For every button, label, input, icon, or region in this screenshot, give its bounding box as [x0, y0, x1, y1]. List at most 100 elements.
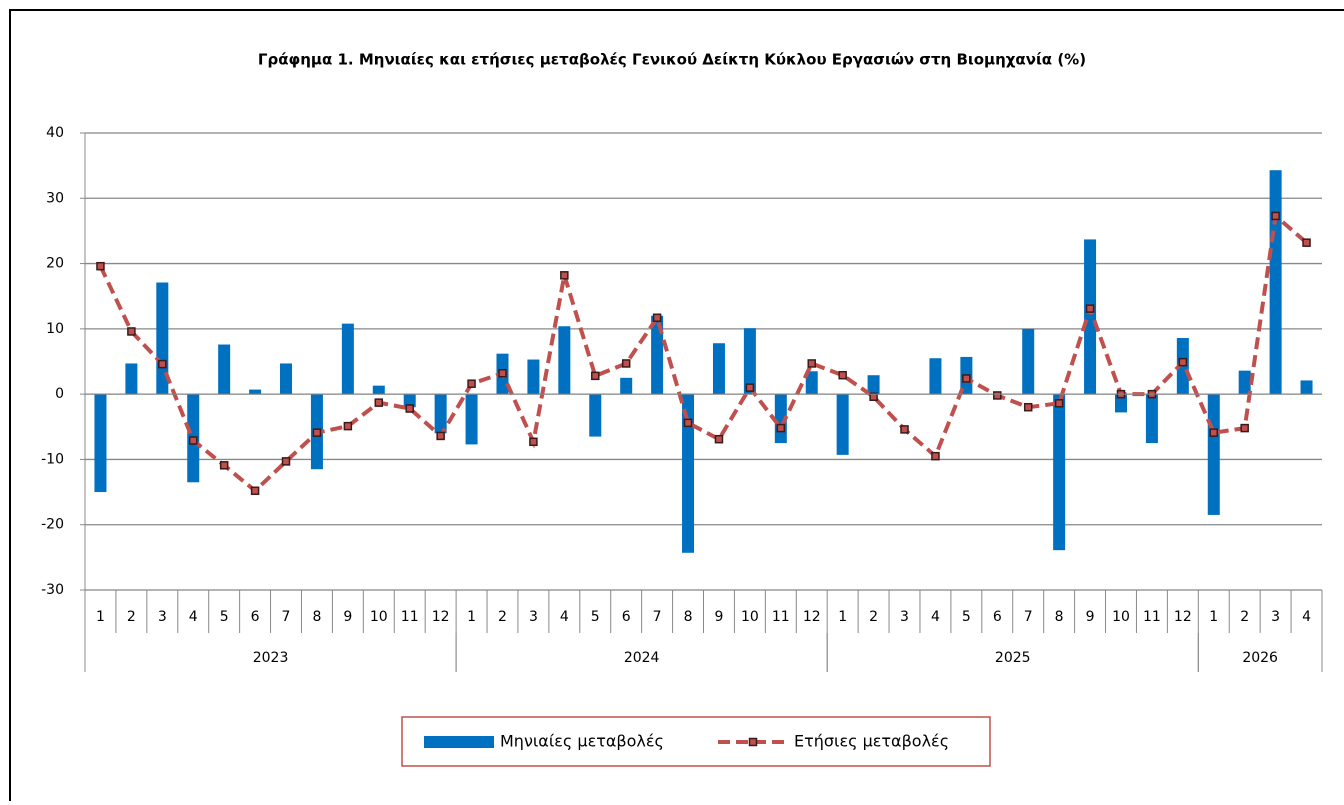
- marker: [745, 383, 755, 392]
- marker: [498, 369, 507, 378]
- bar: [280, 363, 293, 395]
- chart-title: Γράφημα 1. Μηνιαίες και ετήσιες μεταβολέ…: [258, 51, 1086, 69]
- y-tick-label: 0: [55, 386, 64, 402]
- x-group-label: 2025: [995, 650, 1031, 666]
- bar: [867, 375, 880, 395]
- marker: [869, 392, 878, 402]
- bar: [682, 394, 695, 553]
- marker: [436, 431, 445, 441]
- y-tick-label: -10: [41, 451, 64, 467]
- y-tick-label: -30: [41, 582, 64, 598]
- bar: [712, 343, 725, 395]
- x-tick-label: 9: [1086, 609, 1095, 625]
- legend-box: [401, 716, 991, 767]
- bar: [1300, 380, 1313, 395]
- bar: [403, 394, 416, 408]
- bar: [341, 323, 354, 395]
- x-tick-label: 6: [622, 609, 631, 625]
- bar: [589, 394, 602, 437]
- x-group-label: 2026: [1242, 650, 1278, 666]
- x-tick-label: 6: [993, 609, 1002, 625]
- x-tick-label: 2: [1240, 609, 1249, 625]
- x-tick-label: 1: [96, 609, 105, 625]
- legend-label: Μηνιαίες μεταβολές: [500, 732, 664, 751]
- marker: [96, 261, 105, 271]
- x-tick-label: 8: [684, 609, 693, 625]
- x-tick-label: 3: [158, 609, 167, 625]
- legend-label: Ετήσιες μεταβολές: [794, 732, 949, 751]
- y-tick-label: 20: [46, 256, 64, 272]
- x-tick-label: 1: [1209, 609, 1218, 625]
- marker: [931, 451, 940, 461]
- frame: [9, 9, 1344, 805]
- bar: [465, 394, 478, 445]
- bar: [249, 389, 262, 395]
- y-tick-label: -20: [41, 517, 64, 533]
- bar: [805, 371, 818, 395]
- bar: [651, 315, 664, 395]
- x-tick-label: 11: [401, 609, 419, 625]
- marker: [312, 428, 322, 437]
- x-tick-label: 5: [220, 609, 229, 625]
- marker: [1085, 304, 1095, 313]
- marker: [993, 391, 1002, 400]
- x-tick-label: 8: [1055, 609, 1064, 625]
- bar: [620, 377, 633, 395]
- x-tick-label: 12: [432, 609, 450, 625]
- x-tick-label: 2: [498, 609, 507, 625]
- marker: [1054, 399, 1064, 408]
- marker: [529, 437, 538, 447]
- marker: [1209, 428, 1219, 437]
- marker: [683, 418, 693, 428]
- x-tick-label: 12: [803, 609, 821, 625]
- marker: [250, 486, 260, 496]
- x-tick-label: 10: [370, 609, 388, 625]
- x-tick-label: 3: [1271, 609, 1280, 625]
- x-tick-label: 5: [591, 609, 600, 625]
- bar: [1207, 394, 1220, 515]
- x-tick-label: 2: [127, 609, 136, 625]
- x-tick-label: 8: [312, 609, 321, 625]
- marker: [1240, 423, 1249, 433]
- marker: [158, 359, 167, 369]
- legend-marker: [748, 737, 758, 747]
- x-tick-label: 4: [189, 609, 198, 625]
- bar: [1145, 394, 1158, 444]
- marker: [807, 359, 816, 368]
- bar: [372, 385, 385, 395]
- marker: [621, 359, 631, 368]
- x-tick-label: 4: [560, 609, 569, 625]
- x-tick-label: 3: [529, 609, 538, 625]
- bar: [836, 394, 849, 455]
- x-group-label: 2023: [253, 650, 289, 666]
- marker: [467, 379, 476, 388]
- x-tick-label: 9: [343, 609, 352, 625]
- bar: [1084, 239, 1097, 395]
- x-tick-label: 1: [838, 609, 847, 625]
- marker: [776, 423, 786, 433]
- x-tick-label: 4: [1302, 609, 1311, 625]
- bar: [1269, 170, 1282, 395]
- marker: [1271, 211, 1280, 221]
- bar: [94, 394, 107, 493]
- marker: [281, 457, 291, 466]
- x-tick-label: 7: [653, 609, 662, 625]
- marker: [560, 271, 569, 280]
- marker: [714, 434, 724, 444]
- bar: [218, 344, 231, 395]
- marker: [127, 327, 136, 336]
- x-tick-label: 11: [772, 609, 790, 625]
- x-tick-label: 12: [1174, 609, 1192, 625]
- bar: [527, 359, 540, 395]
- bar: [929, 358, 942, 395]
- marker: [405, 404, 414, 413]
- marker: [1178, 357, 1188, 367]
- bar: [434, 394, 447, 434]
- marker: [188, 436, 198, 445]
- marker: [1302, 238, 1311, 247]
- bar: [1022, 328, 1035, 395]
- bar: [1238, 370, 1251, 395]
- x-tick-label: 4: [931, 609, 940, 625]
- x-tick-label: 10: [741, 609, 759, 625]
